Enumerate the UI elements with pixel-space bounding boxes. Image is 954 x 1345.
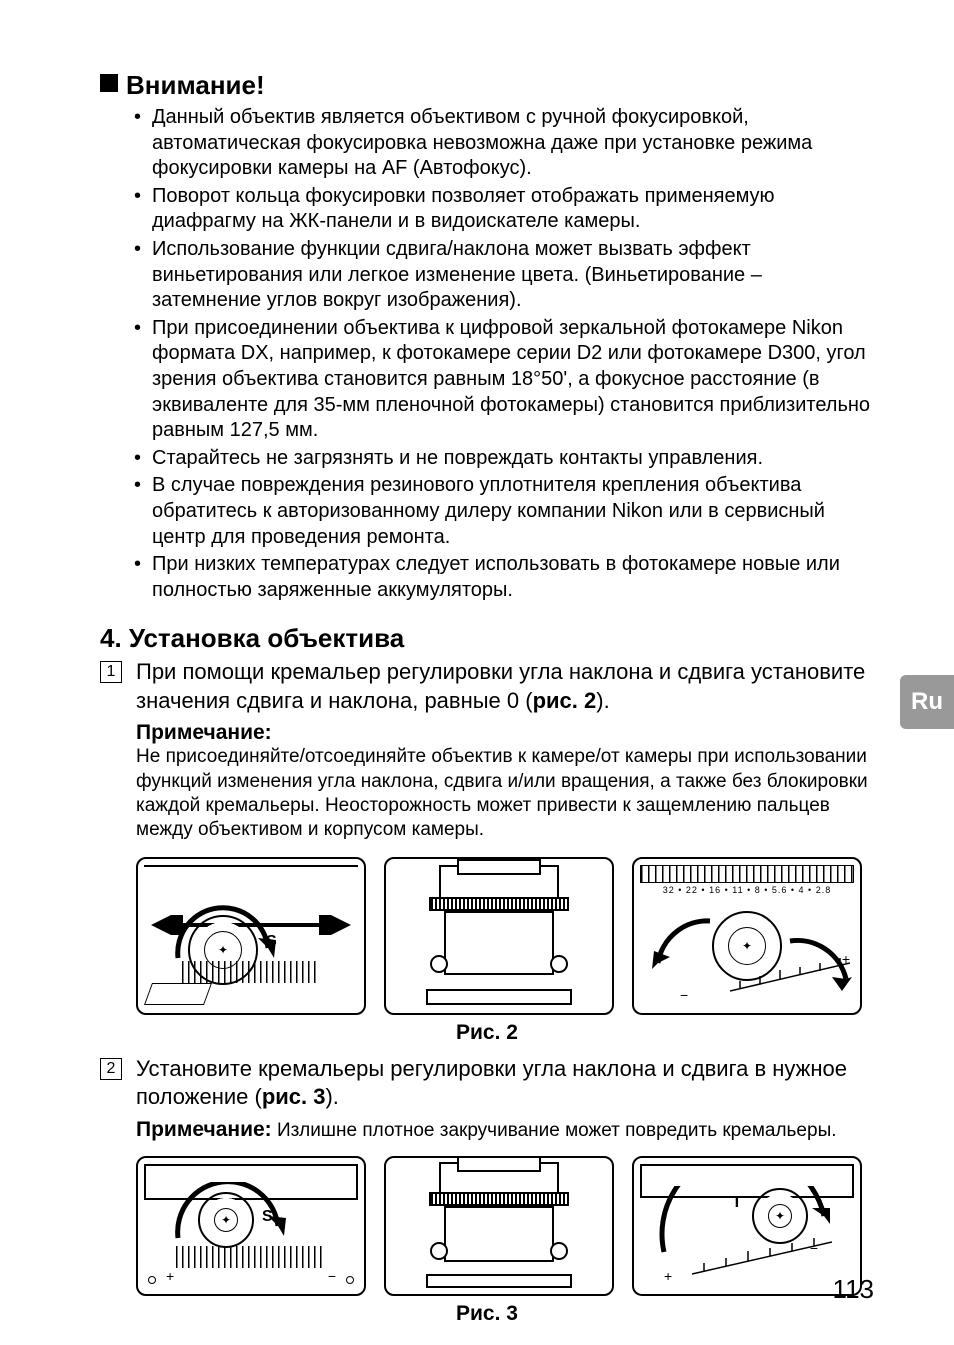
bullet-item: При присоединении объектива к цифровой з… <box>134 316 874 444</box>
lens-ring-icon <box>429 1192 569 1206</box>
step-2-text-a: Установите кремальеры регулировки угла н… <box>136 1056 847 1110</box>
note-1: Примечание: <box>136 721 874 745</box>
lens-ring-icon <box>429 897 569 911</box>
note-2-body: Излишне плотное закручивание может повре… <box>272 1120 837 1141</box>
square-bullet-icon <box>100 74 118 92</box>
minus-label: − <box>328 1268 336 1284</box>
side-knob-left-icon <box>430 955 448 973</box>
bullet-item: Поворот кольца фокусировки позволяет ото… <box>134 184 874 235</box>
dot-left-icon <box>148 1276 156 1284</box>
side-knob-left-icon <box>430 1242 448 1260</box>
dot-right-icon <box>346 1276 354 1284</box>
lens-hood-icon <box>439 865 559 897</box>
fig3-panel-tilt: T + − <box>632 1156 862 1296</box>
plus-label: + <box>166 1268 174 1284</box>
bullet-item: Данный объектив является объективом с ру… <box>134 105 874 182</box>
lens-body-icon <box>444 1206 554 1262</box>
minus-label: − <box>810 1240 818 1256</box>
bullet-item: В случае повреждения резинового уплотнит… <box>134 473 874 550</box>
fig3-panel-front <box>384 1156 614 1296</box>
minus-label: − <box>680 987 688 1003</box>
section-4-heading: 4. Установка объектива <box>100 623 874 654</box>
step-2-figref: рис. 3 <box>262 1084 326 1109</box>
figure-3-row: S + − T <box>136 1156 874 1296</box>
fig3-panel-shift: S + − <box>136 1156 366 1296</box>
step-number-box: 1 <box>100 661 122 683</box>
tilt-arrow-left-icon <box>650 913 720 973</box>
plus-label: + <box>842 951 850 967</box>
tilt-scale-icon <box>730 957 850 997</box>
attention-heading-text: Внимание! <box>126 70 265 100</box>
figure-2-caption: Рис. 2 <box>100 1021 874 1045</box>
lens-hood-icon <box>439 1162 559 1194</box>
side-knob-right-icon <box>550 1242 568 1260</box>
note-label: Примечание: <box>136 721 272 744</box>
step-1-text-a: При помощи кремальер регулировки угла на… <box>136 659 865 713</box>
step-2-text: Установите кремальеры регулировки угла н… <box>136 1055 874 1112</box>
plus-label: + <box>664 1268 672 1284</box>
bullet-item: При низких температурах следует использо… <box>134 552 874 603</box>
aperture-scale: 32 • 22 • 16 • 11 • 8 • 5.6 • 4 • 2.8 <box>640 885 854 895</box>
fig2-panel-shift: S <box>136 857 366 1015</box>
fig2-panel-front <box>384 857 614 1015</box>
attention-heading: Внимание! <box>100 70 874 101</box>
page-number: 113 <box>833 1274 874 1305</box>
rotation-arrow-icon <box>168 1182 288 1252</box>
foot-plate-icon <box>144 983 212 1005</box>
figure-2-row: S 32 • 22 • 16 • 11 • 8 • 5.6 • 4 • 2.8 <box>136 857 874 1015</box>
shift-scale-icon <box>176 1246 326 1268</box>
attention-bullets: Данный объектив является объективом с ру… <box>134 105 874 603</box>
language-tab: Ru <box>900 675 954 729</box>
note-2: Примечание: Излишне плотное закручивание… <box>136 1118 874 1142</box>
note-2-label: Примечание: <box>136 1118 272 1141</box>
figure-3-caption: Рис. 3 <box>100 1302 874 1326</box>
bullet-item: Старайтесь не загрязнять и не повреждать… <box>134 446 874 472</box>
bullet-item: Использование функции сдвига/наклона мож… <box>134 237 874 314</box>
step-2-text-c: ). <box>325 1084 338 1109</box>
fig2-panel-tilt: 32 • 22 • 16 • 11 • 8 • 5.6 • 4 • 2.8 <box>632 857 862 1015</box>
step-1-figref: рис. 2 <box>533 688 597 713</box>
lens-body-icon <box>444 911 554 975</box>
note-1-body: Не присоединяйте/отсоединяйте объектив к… <box>136 745 874 842</box>
ruler-icon <box>640 865 854 883</box>
step-number-box: 2 <box>100 1058 122 1080</box>
step-1-text: При помощи кремальер регулировки угла на… <box>136 658 874 715</box>
step-1-text-c: ). <box>596 688 609 713</box>
side-knob-right-icon <box>550 955 568 973</box>
base-plate-icon <box>426 989 572 1005</box>
shift-scale-icon <box>182 961 320 983</box>
step-2: 2 Установите кремальеры регулировки угла… <box>100 1055 874 1112</box>
step-1: 1 При помощи кремальер регулировки угла … <box>100 658 874 715</box>
base-plate-icon <box>426 1274 572 1288</box>
